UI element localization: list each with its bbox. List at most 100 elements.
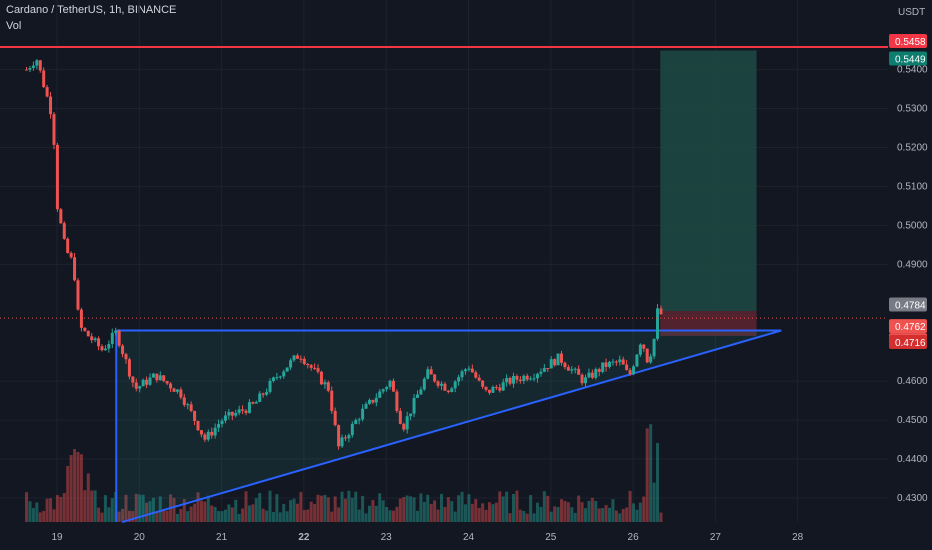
time-tick-label: 26 <box>628 532 640 543</box>
candle-body <box>189 404 193 411</box>
volume-bar <box>439 493 443 522</box>
candle-body <box>244 410 248 413</box>
volume-bar <box>186 511 190 522</box>
volume-bar <box>45 498 49 522</box>
time-tick-label: 24 <box>463 532 475 543</box>
candle-body <box>258 393 262 403</box>
candle-body <box>553 359 557 366</box>
candle-body <box>491 386 495 393</box>
candle-body <box>182 397 186 405</box>
candle-body <box>587 372 591 378</box>
volume-bar <box>515 490 519 522</box>
candle-body <box>292 355 296 361</box>
price-tick-label: 0.5400 <box>897 65 928 76</box>
volume-bar <box>422 501 426 522</box>
candle-body <box>93 338 97 341</box>
level-lines[interactable] <box>0 46 888 319</box>
candle-body <box>532 378 536 380</box>
volume-bar <box>446 497 450 522</box>
candle-body <box>59 209 63 224</box>
time-tick-label: 28 <box>792 532 804 543</box>
candle-body <box>340 437 344 447</box>
candle-body <box>100 346 104 351</box>
volume-bar <box>412 497 416 522</box>
symbol-title[interactable]: Cardano / TetherUS, 1h, BINANCE <box>6 4 177 16</box>
volume-bar <box>659 512 663 522</box>
volume-bar <box>52 509 56 522</box>
candle-body <box>426 369 430 379</box>
volume-bar <box>121 508 125 522</box>
volume-bar <box>608 507 612 522</box>
candle-body <box>141 379 145 387</box>
resistance-tag-text: 0.5458 <box>895 37 926 48</box>
candle-body <box>556 353 560 366</box>
candle-body <box>597 369 601 372</box>
volume-bar <box>261 508 265 522</box>
candle-body <box>199 430 203 435</box>
candle-body <box>326 382 330 391</box>
volume-bar <box>299 491 303 522</box>
volume-bar <box>275 494 279 522</box>
candle-body <box>446 390 450 392</box>
candle-body <box>155 373 159 381</box>
volume-bar <box>83 490 87 522</box>
candle-body <box>313 367 317 369</box>
volume-bar <box>566 502 570 522</box>
candle-body <box>107 343 111 349</box>
candle-body <box>361 408 365 420</box>
candle-body <box>206 431 210 440</box>
volume-bar <box>594 500 598 522</box>
volume-bar <box>367 505 371 522</box>
volume-bar <box>632 503 636 522</box>
volume-bar <box>426 494 430 522</box>
candle-body <box>114 330 118 333</box>
volume-bar <box>501 496 505 522</box>
candle-body <box>484 386 488 390</box>
volume-bar <box>337 507 341 522</box>
candle-body <box>656 308 660 339</box>
candle-body <box>247 402 251 413</box>
target-tag-bg <box>889 51 927 66</box>
stop-tag: 0.4716 <box>889 334 927 349</box>
volume-bar <box>306 509 310 522</box>
gray-tag-text: 0.4784 <box>895 300 926 311</box>
candle-body <box>110 332 114 344</box>
volume-bar <box>652 482 656 522</box>
volume-bar <box>625 507 629 522</box>
candle-body <box>227 411 231 416</box>
candle-body <box>422 378 426 390</box>
candle-body <box>563 362 567 368</box>
price-tick-label: 0.4900 <box>897 259 928 270</box>
volume-bar <box>258 493 262 522</box>
volume-bar <box>597 508 601 522</box>
volume-bar <box>93 490 97 522</box>
time-axis[interactable]: 19 20 21 22 23 24 25 26 27 28 <box>51 532 803 543</box>
volume-bar <box>107 507 111 522</box>
candle-body <box>539 371 543 374</box>
volume-bar <box>155 511 159 522</box>
volume-bar <box>477 507 481 522</box>
position-zones[interactable] <box>660 50 757 336</box>
volume-label[interactable]: Vol <box>6 20 22 32</box>
volume-bar <box>295 503 299 522</box>
candle-body <box>251 402 255 404</box>
ascending-triangle[interactable] <box>115 329 782 523</box>
volume-bar <box>237 513 241 522</box>
candle-body <box>433 374 437 382</box>
price-tick-label: 0.5300 <box>897 104 928 115</box>
candle-body <box>405 416 409 430</box>
volume-bar <box>395 506 399 522</box>
candle-body <box>186 404 190 406</box>
volume-bar <box>86 473 90 522</box>
volume-bar <box>49 498 53 522</box>
candle-body <box>69 252 73 258</box>
candle-body <box>381 389 385 392</box>
volume-bar <box>189 506 193 522</box>
candle-body <box>659 308 663 315</box>
volume-bar <box>196 492 200 522</box>
resistance-tag: 0.5458 <box>889 34 927 48</box>
price-axis[interactable]: 0.5400 0.5300 0.5200 0.5100 0.5000 0.4900 0.46… <box>897 65 928 504</box>
volume-bar <box>532 513 536 522</box>
